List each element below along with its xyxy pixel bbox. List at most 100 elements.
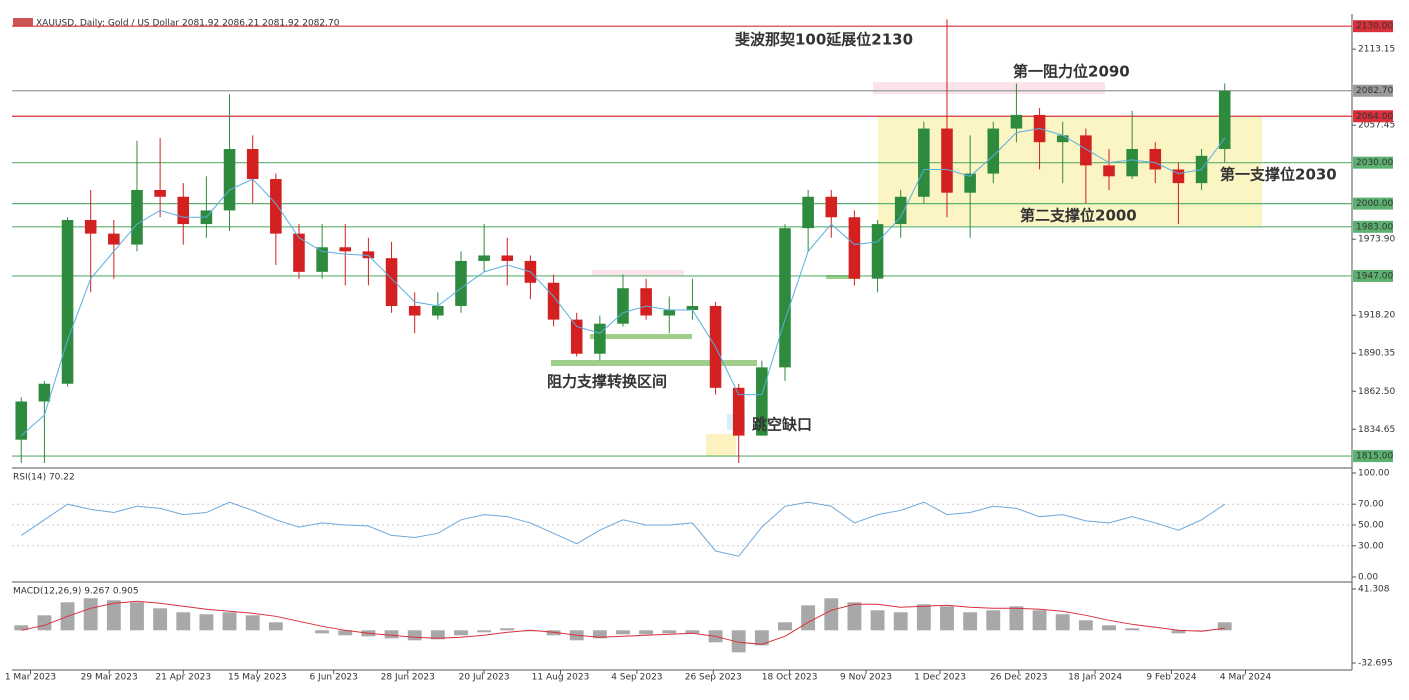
macd-bar (1217, 622, 1232, 631)
candle-body (15, 401, 28, 440)
pane-title: MACD(12,26,9) 9.267 0.905 (13, 587, 139, 597)
y-tick-label: 0.00 (1358, 573, 1378, 583)
macd-bar (222, 612, 237, 631)
x-tick-label: 26 Sep 2023 (685, 673, 742, 683)
macd-bar (1009, 606, 1024, 631)
y-tick-label: 1834.65 (1358, 425, 1395, 435)
macd-bar (384, 630, 399, 639)
y-tick-label: -32.695 (1358, 659, 1393, 669)
candle-body (594, 323, 606, 354)
candle-body (1056, 135, 1069, 143)
level-label-box (1353, 84, 1393, 97)
level-label: 2082.70 (1356, 86, 1393, 96)
macd-bar (199, 614, 214, 631)
x-tick-label: 1 Dec 2023 (914, 673, 966, 683)
macd-bar (500, 628, 515, 631)
x-tick-label: 15 May 2023 (228, 673, 287, 683)
macd-bar (778, 622, 792, 631)
candle-body (918, 128, 930, 197)
x-tick-label: 20 Jul 2023 (459, 673, 510, 683)
signal-line (21, 600, 1225, 645)
macd-bar (430, 630, 445, 640)
x-tick-label: 9 Nov 2023 (840, 673, 892, 683)
macd-bar (870, 610, 885, 631)
macd-bar (83, 598, 98, 631)
candle-body (270, 179, 282, 234)
annotation: 跳空缺口 (752, 416, 812, 434)
macd-bar (153, 608, 168, 631)
y-tick-label: 2057.45 (1358, 121, 1395, 131)
candle-body (362, 251, 375, 259)
candle-body (1126, 149, 1138, 177)
x-tick-label: 29 Mar 2023 (81, 673, 138, 683)
macd-bar (824, 598, 839, 631)
candle-body (1010, 114, 1023, 129)
candle-body (177, 196, 190, 225)
macd-bar (940, 606, 954, 631)
y-tick-label: 41.308 (1358, 585, 1390, 595)
macd-bar (1078, 620, 1093, 631)
annotation: 第一阻力位2090 (1013, 63, 1130, 81)
level-label: 2000.00 (1356, 199, 1393, 209)
candle-body (108, 233, 120, 245)
macd-bar (916, 604, 931, 631)
candle-body (547, 282, 560, 320)
macd-bar (1171, 630, 1186, 634)
macd-bar (245, 615, 260, 631)
level-label-box (1353, 156, 1393, 169)
candle-body (570, 319, 583, 354)
level-label-box (1353, 197, 1393, 210)
macd-bar (616, 630, 630, 635)
macd-bar (454, 630, 468, 636)
y-tick-label: 1918.20 (1358, 311, 1395, 321)
x-tick-label: 18 Oct 2023 (762, 673, 818, 683)
pane-title: RSI(14) 70.22 (13, 473, 75, 483)
candle-body (987, 128, 1000, 174)
candle-body (455, 260, 467, 306)
candle-body (732, 387, 745, 436)
macd-bar (1125, 628, 1140, 631)
candle-body (871, 224, 884, 279)
candle-body (1172, 169, 1185, 184)
candle-body (894, 196, 907, 225)
level-label: 2064.00 (1356, 112, 1393, 122)
macd-bar (639, 630, 654, 635)
candle-body (408, 305, 421, 316)
candle-body (848, 217, 861, 279)
level-label: 2130.00 (1356, 22, 1393, 32)
candle-body (941, 128, 953, 193)
macd-bar (685, 630, 700, 634)
annotation: 第一支撑位2030 (1220, 166, 1337, 184)
annotation: 第二支撑位2000 (1020, 207, 1137, 225)
candle-body (223, 149, 236, 211)
flip-bar (551, 360, 757, 366)
level-label-box (1353, 20, 1393, 33)
level-label: 1815.00 (1356, 452, 1393, 462)
resistance-zone (592, 270, 684, 276)
y-tick-label: 100.00 (1358, 469, 1390, 479)
y-tick-label: 50.00 (1358, 521, 1384, 531)
resistance-zone (873, 82, 1105, 94)
candle-body (432, 305, 444, 316)
level-label-box (1353, 110, 1393, 123)
y-tick-label: 70.00 (1358, 500, 1384, 510)
macd-bar (963, 612, 978, 631)
macd-bar (338, 630, 353, 636)
candle-body (663, 310, 676, 316)
macd-bar (407, 630, 422, 641)
macd-bar (986, 610, 1001, 631)
macd-bar (1055, 614, 1070, 631)
x-tick-label: 6 Jun 2023 (309, 673, 357, 683)
macd-bar (477, 630, 492, 633)
candle-body (339, 247, 352, 252)
flip-bar (826, 275, 860, 279)
candle-body (501, 255, 514, 261)
macd-bar (731, 630, 746, 653)
candle-body (61, 219, 74, 384)
x-tick-label: 21 Apr 2023 (155, 673, 211, 683)
candle-body (1218, 90, 1231, 150)
level-label-box (1353, 220, 1393, 233)
level-label-box (1353, 269, 1393, 282)
